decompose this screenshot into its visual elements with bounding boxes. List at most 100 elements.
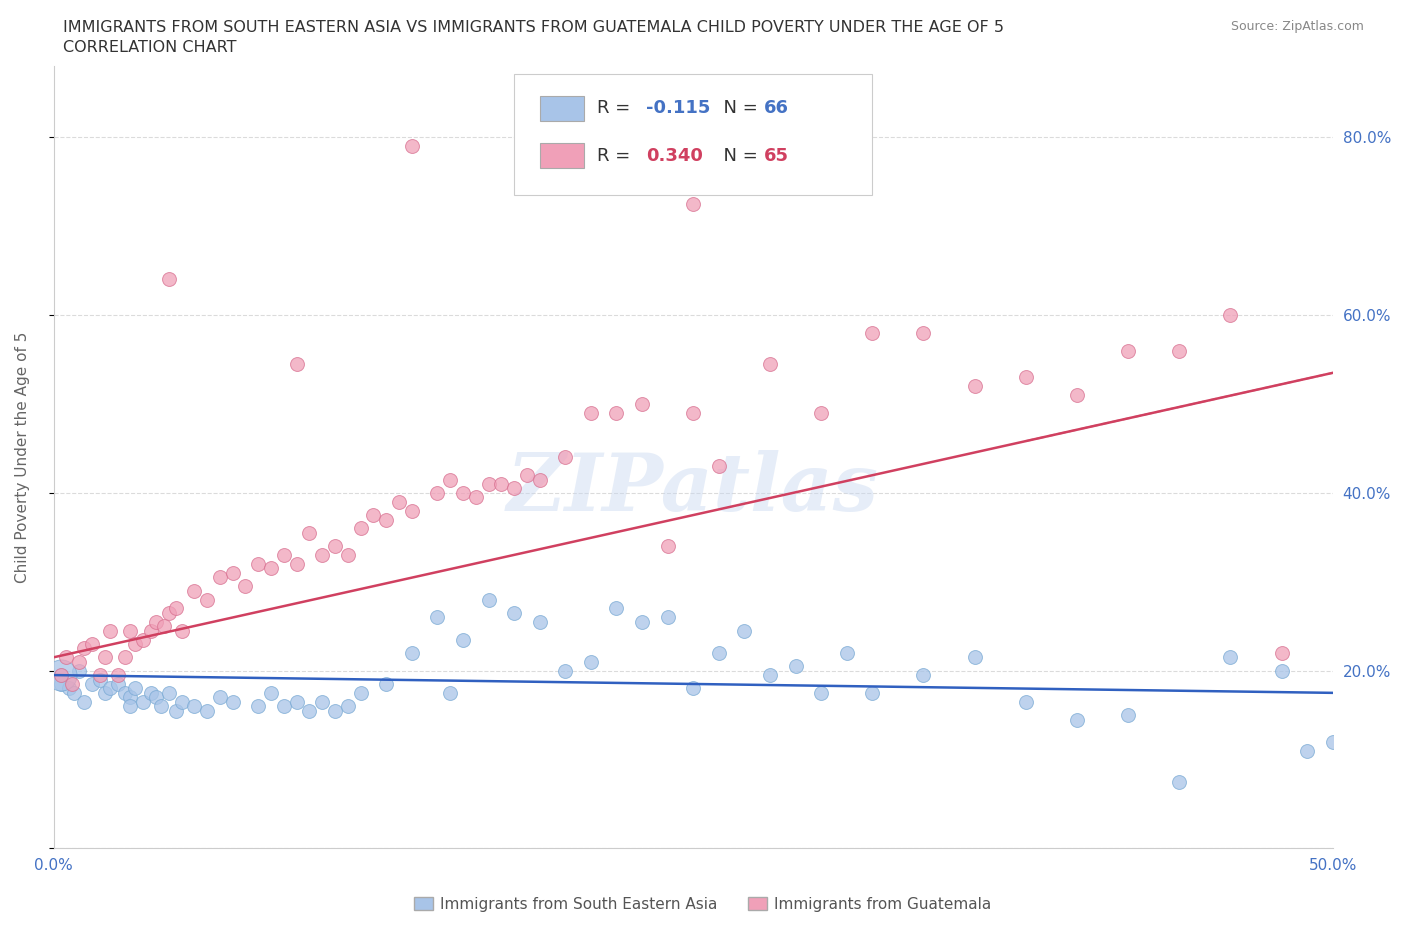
Point bbox=[195, 592, 218, 607]
Point bbox=[98, 623, 121, 638]
FancyBboxPatch shape bbox=[540, 143, 585, 167]
Legend: Immigrants from South Eastern Asia, Immigrants from Guatemala: Immigrants from South Eastern Asia, Immi… bbox=[408, 891, 998, 918]
Point bbox=[963, 650, 986, 665]
Point bbox=[150, 698, 173, 713]
Point bbox=[785, 658, 807, 673]
Point bbox=[139, 623, 162, 638]
Point bbox=[157, 605, 180, 620]
Point bbox=[631, 396, 654, 411]
Point bbox=[323, 538, 346, 553]
Point bbox=[375, 512, 398, 527]
Text: Source: ZipAtlas.com: Source: ZipAtlas.com bbox=[1230, 20, 1364, 33]
Point bbox=[235, 578, 257, 593]
Point bbox=[165, 703, 187, 718]
Point bbox=[208, 690, 231, 705]
Point bbox=[311, 695, 333, 710]
Point bbox=[311, 548, 333, 563]
Point bbox=[1066, 712, 1088, 727]
Point bbox=[810, 405, 832, 420]
Point bbox=[401, 645, 423, 660]
Point bbox=[336, 698, 359, 713]
Point bbox=[682, 405, 704, 420]
Point bbox=[60, 676, 83, 691]
Point bbox=[51, 668, 73, 683]
Point bbox=[401, 139, 423, 153]
Point bbox=[208, 570, 231, 585]
Point bbox=[94, 685, 117, 700]
Point bbox=[963, 379, 986, 393]
Point bbox=[195, 703, 218, 718]
Point bbox=[388, 495, 411, 510]
Point bbox=[1271, 663, 1294, 678]
Point bbox=[298, 703, 321, 718]
Point bbox=[170, 695, 193, 710]
Point bbox=[145, 690, 167, 705]
Point bbox=[759, 668, 782, 683]
Point bbox=[107, 676, 129, 691]
Point bbox=[657, 538, 679, 553]
Point bbox=[682, 681, 704, 696]
Point bbox=[157, 685, 180, 700]
Point bbox=[222, 695, 245, 710]
Point bbox=[55, 650, 77, 665]
Point bbox=[114, 685, 136, 700]
Point bbox=[464, 490, 486, 505]
Point bbox=[73, 695, 96, 710]
Text: -0.115: -0.115 bbox=[645, 99, 710, 116]
Point bbox=[107, 668, 129, 683]
Point bbox=[835, 645, 858, 660]
Text: 0.340: 0.340 bbox=[645, 147, 703, 166]
Text: 66: 66 bbox=[763, 99, 789, 116]
Point bbox=[682, 196, 704, 211]
Point bbox=[503, 481, 526, 496]
Point bbox=[94, 650, 117, 665]
Point bbox=[1322, 735, 1344, 750]
Point bbox=[247, 556, 270, 571]
Text: R =: R = bbox=[598, 99, 637, 116]
Point bbox=[439, 685, 461, 700]
Point bbox=[222, 565, 245, 580]
Point bbox=[349, 521, 371, 536]
Text: N =: N = bbox=[713, 147, 763, 166]
Text: R =: R = bbox=[598, 147, 637, 166]
Point bbox=[114, 650, 136, 665]
Point bbox=[120, 690, 142, 705]
Point bbox=[67, 655, 90, 670]
Point bbox=[860, 685, 883, 700]
Point bbox=[426, 610, 449, 625]
Point bbox=[247, 698, 270, 713]
Point bbox=[759, 356, 782, 371]
Point bbox=[152, 618, 174, 633]
Point bbox=[1168, 775, 1191, 790]
Point bbox=[912, 326, 935, 340]
Point bbox=[98, 681, 121, 696]
Point bbox=[1116, 708, 1139, 723]
Point bbox=[67, 663, 90, 678]
Point bbox=[1116, 343, 1139, 358]
Point bbox=[170, 623, 193, 638]
Point bbox=[426, 485, 449, 500]
Text: N =: N = bbox=[713, 99, 763, 116]
Point bbox=[631, 615, 654, 630]
Text: IMMIGRANTS FROM SOUTH EASTERN ASIA VS IMMIGRANTS FROM GUATEMALA CHILD POVERTY UN: IMMIGRANTS FROM SOUTH EASTERN ASIA VS IM… bbox=[63, 20, 1004, 35]
Point bbox=[51, 676, 73, 691]
Point bbox=[260, 561, 283, 576]
Point bbox=[349, 685, 371, 700]
Point bbox=[605, 601, 627, 616]
Point bbox=[336, 548, 359, 563]
Point bbox=[1015, 695, 1038, 710]
Point bbox=[139, 685, 162, 700]
Point bbox=[1015, 370, 1038, 385]
Point bbox=[1168, 343, 1191, 358]
Point bbox=[439, 472, 461, 487]
Point bbox=[145, 615, 167, 630]
Point bbox=[375, 676, 398, 691]
Point bbox=[579, 655, 602, 670]
Point bbox=[401, 503, 423, 518]
Point bbox=[285, 556, 308, 571]
Point bbox=[183, 698, 205, 713]
Point bbox=[605, 405, 627, 420]
Point bbox=[89, 668, 111, 683]
FancyBboxPatch shape bbox=[515, 74, 872, 195]
Point bbox=[132, 695, 155, 710]
